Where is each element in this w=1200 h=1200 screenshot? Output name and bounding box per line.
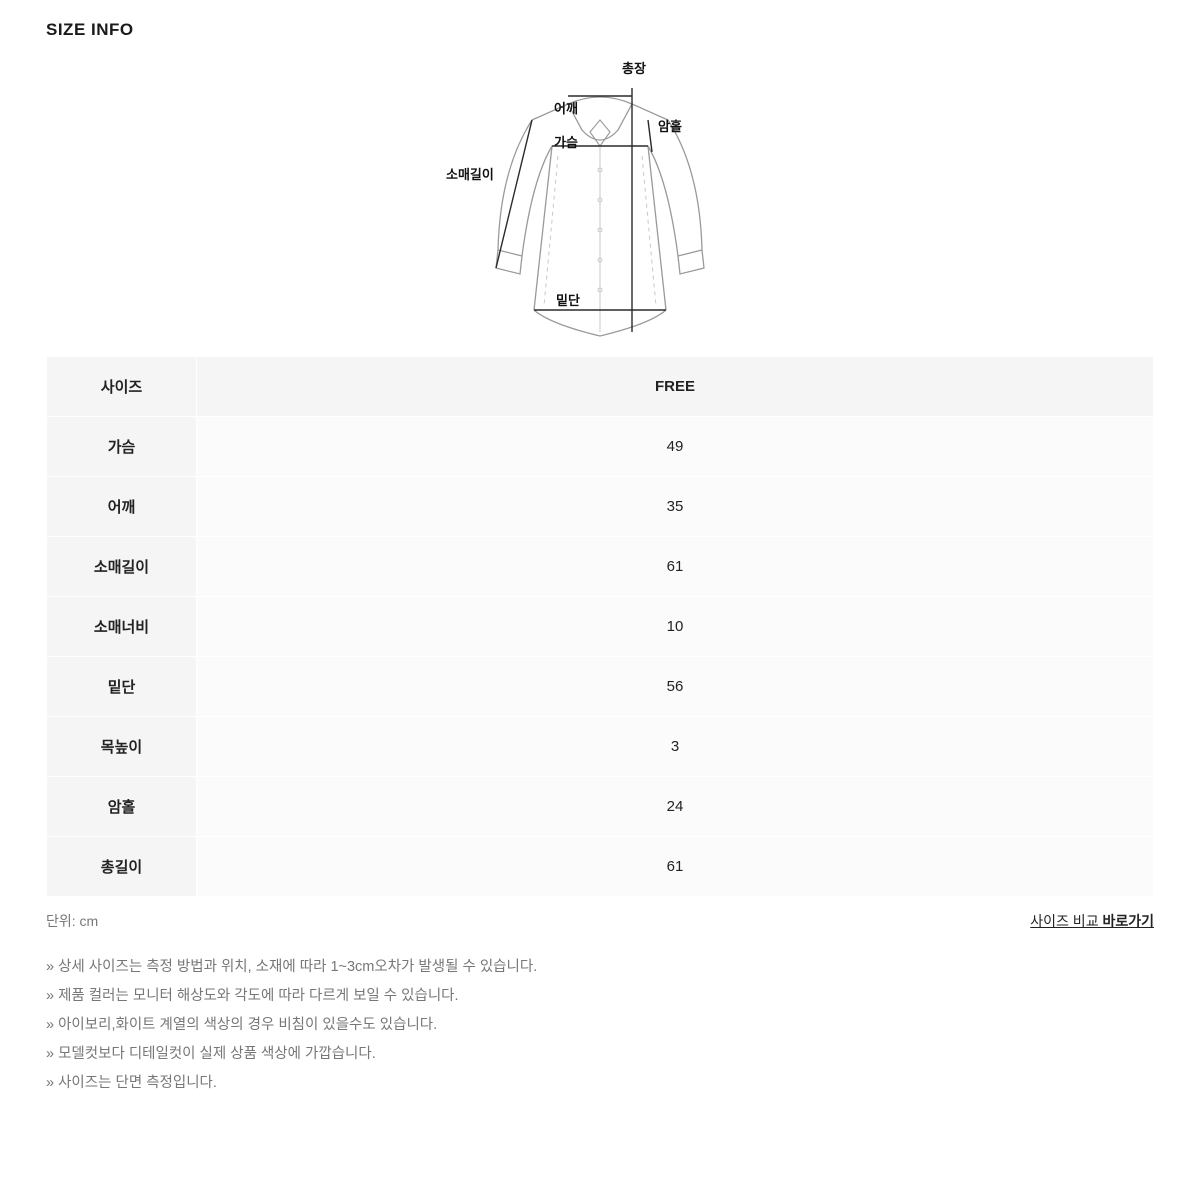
row-value: 56 — [197, 657, 1154, 717]
note-item: » 아이보리,화이트 계열의 색상의 경우 비침이 있을수도 있습니다. — [46, 1011, 1154, 1040]
table-row: 총길이61 — [47, 837, 1154, 897]
diagram-label-shoulder: 어깨 — [554, 98, 578, 117]
table-row: 어깨35 — [47, 477, 1154, 537]
diagram-label-chest: 가슴 — [554, 132, 578, 151]
note-item: » 상세 사이즈는 측정 방법과 위치, 소재에 따라 1~3cm오차가 발생될… — [46, 953, 1154, 982]
section-title: SIZE INFO — [46, 20, 1154, 40]
notes-list: » 상세 사이즈는 측정 방법과 위치, 소재에 따라 1~3cm오차가 발생될… — [46, 953, 1154, 1098]
size-compare-link[interactable]: 사이즈 비교 바로가기 — [1030, 911, 1154, 931]
row-label: 밑단 — [47, 657, 197, 717]
row-label: 목높이 — [47, 717, 197, 777]
row-value: 49 — [197, 417, 1154, 477]
size-table: 사이즈 FREE 가슴49 어깨35 소매길이61 소매너비10 밑단56 목높… — [46, 356, 1154, 897]
row-label: 어깨 — [47, 477, 197, 537]
row-label: 총길이 — [47, 837, 197, 897]
compare-link-prefix: 사이즈 비교 — [1030, 913, 1102, 929]
row-value: 10 — [197, 597, 1154, 657]
row-value: 3 — [197, 717, 1154, 777]
row-value: 61 — [197, 837, 1154, 897]
table-row: 가슴49 — [47, 417, 1154, 477]
note-item: » 제품 컬러는 모니터 해상도와 각도에 따라 다르게 보일 수 있습니다. — [46, 982, 1154, 1011]
diagram-label-top: 총장 — [622, 58, 646, 77]
row-label: 가슴 — [47, 417, 197, 477]
diagram-label-armhole: 암홀 — [658, 116, 682, 135]
row-label: 소매길이 — [47, 537, 197, 597]
row-value: 61 — [197, 537, 1154, 597]
table-row: 소매너비10 — [47, 597, 1154, 657]
table-row: 목높이3 — [47, 717, 1154, 777]
row-label: 암홀 — [47, 777, 197, 837]
diagram-label-hem: 밑단 — [556, 290, 580, 309]
compare-link-bold: 바로가기 — [1102, 913, 1154, 929]
note-item: » 사이즈는 단면 측정입니다. — [46, 1069, 1154, 1098]
table-header-row: 사이즈 FREE — [47, 357, 1154, 417]
table-header-cell: FREE — [197, 357, 1154, 417]
unit-text: 단위: cm — [46, 911, 98, 931]
diagram-label-sleeve: 소매길이 — [446, 164, 494, 183]
table-row: 소매길이61 — [47, 537, 1154, 597]
note-item: » 모델컷보다 디테일컷이 실제 상품 색상에 가깝습니다. — [46, 1040, 1154, 1069]
garment-diagram: 총장 어깨 가슴 암홀 소매길이 밑단 — [46, 60, 1154, 350]
table-header-cell: 사이즈 — [47, 357, 197, 417]
table-row: 밑단56 — [47, 657, 1154, 717]
row-value: 35 — [197, 477, 1154, 537]
row-value: 24 — [197, 777, 1154, 837]
size-info-section: SIZE INFO — [0, 0, 1200, 1138]
row-label: 소매너비 — [47, 597, 197, 657]
table-row: 암홀24 — [47, 777, 1154, 837]
